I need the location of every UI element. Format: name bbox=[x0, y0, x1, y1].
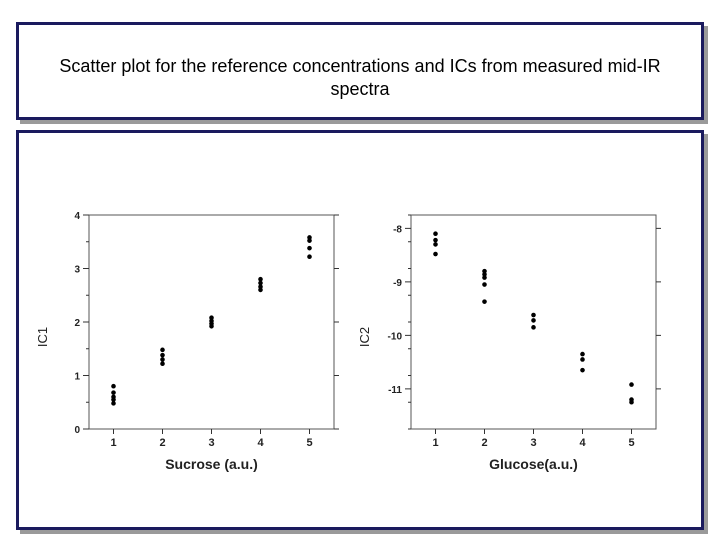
chart1-data-point bbox=[258, 276, 263, 282]
chart2-data-point bbox=[531, 325, 536, 330]
chart1-data-point bbox=[160, 352, 165, 358]
chart2-y-axis-label: IC2 bbox=[357, 327, 372, 347]
chart2-y-tick-label: -11 bbox=[388, 385, 402, 396]
chart-svg: 1 2 3 4 5 0 1 2 3 4 Sucrose (a.u.) IC1 1 2 3 4 5 -8 -9 -10 -… bbox=[35, 211, 661, 472]
chart1-data-point bbox=[258, 284, 263, 289]
chart2-data-point bbox=[482, 268, 487, 274]
chart2-y-tick-label: -9 bbox=[393, 278, 402, 289]
chart1-data-point bbox=[160, 347, 165, 353]
chart2-x-tick-label: 3 bbox=[530, 437, 536, 449]
chart1-data-point bbox=[307, 235, 312, 240]
chart2-x-tick-label: 2 bbox=[481, 437, 487, 449]
chart1-x-tick-label: 5 bbox=[306, 437, 312, 449]
chart2-data-point bbox=[482, 275, 487, 280]
chart2-x-tick-label: 1 bbox=[432, 437, 438, 449]
chart2-data-point bbox=[629, 399, 634, 405]
chart1-y-tick-label: 0 bbox=[74, 425, 80, 436]
chart1-data-point bbox=[307, 245, 312, 251]
chart2-data-point bbox=[580, 351, 585, 357]
chart1-x-tick-label: 3 bbox=[208, 437, 214, 449]
chart1-x-tick-label: 4 bbox=[257, 437, 264, 449]
chart2-y-tick-label: -8 bbox=[393, 224, 402, 235]
chart2-data-point bbox=[433, 251, 438, 257]
chart2-data-point bbox=[580, 357, 585, 362]
chart2-data-point bbox=[482, 282, 487, 287]
chart1-data-point bbox=[160, 361, 165, 367]
chart2-data-point bbox=[482, 272, 487, 277]
chart1-y-tick-label: 4 bbox=[74, 211, 80, 222]
chart1-data-point bbox=[307, 238, 312, 243]
chart1-data-point bbox=[307, 254, 312, 260]
chart1-data-point bbox=[111, 383, 116, 389]
chart1-x-axis-label: Sucrose (a.u.) bbox=[165, 456, 258, 472]
chart2-data-point bbox=[580, 367, 585, 373]
chart1-data-point bbox=[111, 401, 116, 406]
chart2-data-point bbox=[531, 312, 536, 318]
chart2-data-point bbox=[629, 382, 634, 387]
chart2-x-tick-label: 4 bbox=[579, 437, 586, 449]
chart1-data-point bbox=[160, 357, 165, 362]
chart1-data-point bbox=[209, 323, 214, 329]
chart2-x-tick-label: 5 bbox=[628, 437, 634, 449]
chart-panel: 1 2 3 4 5 0 1 2 3 4 Sucrose (a.u.) IC1 1 2 3 4 5 -8 -9 -10 -… bbox=[16, 130, 704, 530]
slide-title: Scatter plot for the reference concentra… bbox=[59, 56, 661, 99]
chart1-y-axis-label: IC1 bbox=[35, 327, 50, 347]
chart1-data-point bbox=[258, 280, 263, 286]
chart1-data-point bbox=[209, 315, 214, 321]
chart1-data-point bbox=[111, 397, 116, 402]
chart1-x-tick-label: 2 bbox=[159, 437, 165, 449]
chart2-y-tick-label: -10 bbox=[388, 331, 403, 342]
chart2-data-point bbox=[482, 299, 487, 304]
chart2-x-axis-label: Glucose(a.u.) bbox=[489, 456, 578, 472]
chart1-y-tick-label: 2 bbox=[74, 318, 80, 329]
chart2-data-point bbox=[433, 237, 438, 243]
chart1-y-tick-label: 3 bbox=[74, 265, 80, 276]
chart2-data-point bbox=[531, 318, 536, 323]
chart2-data-point bbox=[433, 242, 438, 247]
title-panel: Scatter plot for the reference concentra… bbox=[16, 22, 704, 120]
chart1-y-tick-label: 1 bbox=[74, 372, 80, 383]
chart2-data-point bbox=[433, 231, 438, 237]
chart1-x-tick-label: 1 bbox=[110, 437, 116, 449]
chart1-data-point bbox=[111, 390, 116, 395]
chart1-data-point bbox=[258, 287, 263, 293]
